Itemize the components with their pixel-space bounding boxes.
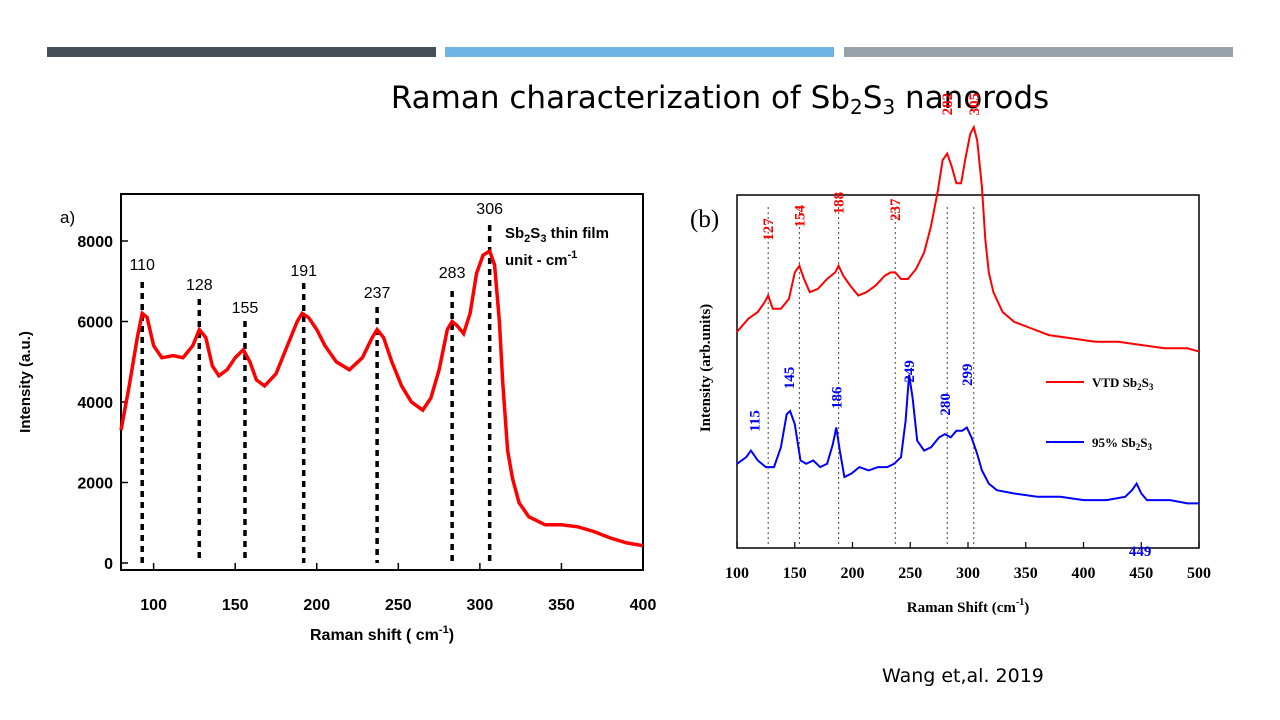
x-tick-label-a: 350 — [548, 597, 575, 614]
x-tick-label-b: 300 — [956, 565, 980, 582]
peak-label-95: 299 — [960, 363, 976, 386]
spectrum-line-vtd — [736, 124, 1200, 353]
y-tick-label-a: 8000 — [77, 234, 113, 251]
annotation-sample: Sb2S3 thin film — [505, 225, 609, 245]
legend-label-vtd: VTD Sb2S3 — [1092, 375, 1154, 392]
annotation-unit: unit - cm-1 — [505, 249, 577, 269]
peak-label-a: 128 — [186, 277, 213, 294]
x-axis-title-b: Raman Shift (cm-1) — [907, 597, 1030, 616]
peak-label-vtd: 188 — [832, 192, 848, 215]
panel-label-b: (b) — [690, 206, 719, 233]
x-tick-label-a: 400 — [630, 597, 657, 614]
peak-label-a: 155 — [232, 300, 259, 317]
x-tick-label-b: 200 — [841, 565, 865, 582]
x-axis-title-a: Raman shift ( cm-1) — [310, 624, 454, 644]
peak-label-vtd: 154 — [792, 205, 808, 228]
raman-chart-b: (b) 100 150 200 250 300 350 400 450 500 127 154 18… — [690, 93, 1211, 616]
x-tick-label-b: 400 — [1072, 565, 1096, 582]
x-tick-label-b: 350 — [1014, 565, 1038, 582]
peak-label-vtd: 305 — [967, 93, 983, 116]
peak-label-95: 449 — [1129, 544, 1152, 560]
x-tick-label-b: 100 — [725, 565, 749, 582]
peak-label-95: 186 — [829, 386, 845, 409]
spectrum-line-a — [119, 248, 644, 548]
y-tick-label-a: 0 — [104, 556, 113, 573]
spectrum-line-95 — [736, 374, 1199, 505]
peak-label-95: 249 — [902, 360, 918, 383]
peak-label-vtd: 282 — [940, 93, 956, 116]
plot-frame-a — [120, 193, 644, 571]
x-tick-label-b: 150 — [783, 565, 807, 582]
y-tick-label-a: 2000 — [77, 476, 113, 493]
y-axis-title-a: Intensity (a.u.) — [17, 331, 34, 433]
x-tick-label-a: 200 — [303, 597, 330, 614]
x-tick-label-a: 150 — [222, 597, 249, 614]
y-tick-label-a: 4000 — [77, 395, 113, 412]
slide-title: Raman characterization of Sb2S3 nanorods — [390, 80, 1050, 119]
peak-label-a: 191 — [290, 263, 317, 280]
header-bar-dark — [47, 47, 436, 57]
peak-label-a: 283 — [439, 265, 466, 282]
legend-label-95: 95% Sb2S3 — [1092, 435, 1152, 452]
peak-label-95: 115 — [747, 410, 763, 432]
header-bar-gray — [844, 47, 1233, 57]
x-tick-label-b: 450 — [1129, 565, 1153, 582]
peak-label-a: 110 — [129, 257, 155, 274]
panel-label-a: a) — [60, 208, 75, 227]
x-tick-label-b: 250 — [898, 565, 922, 582]
header-bar-blue — [445, 47, 834, 57]
raman-chart-a: a) 0 2000 4000 6000 8000 100 150 200 250 300 350 4… — [17, 193, 657, 644]
peak-label-vtd: 127 — [761, 218, 777, 241]
peak-label-a: 237 — [364, 285, 391, 302]
y-axis-title-b: Intensity (arb.units) — [698, 304, 714, 432]
x-tick-label-b: 500 — [1187, 565, 1211, 582]
x-tick-label-a: 250 — [385, 597, 412, 614]
x-tick-label-a: 300 — [467, 597, 494, 614]
peak-label-95: 280 — [938, 393, 954, 416]
x-tick-label-a: 100 — [140, 597, 167, 614]
peak-label-vtd: 237 — [888, 198, 904, 221]
peak-label-a: 306 — [476, 201, 503, 218]
citation-credit: Wang et,al. 2019 — [882, 665, 1044, 687]
peak-label-95: 145 — [782, 367, 798, 390]
y-tick-label-a: 6000 — [77, 315, 113, 332]
